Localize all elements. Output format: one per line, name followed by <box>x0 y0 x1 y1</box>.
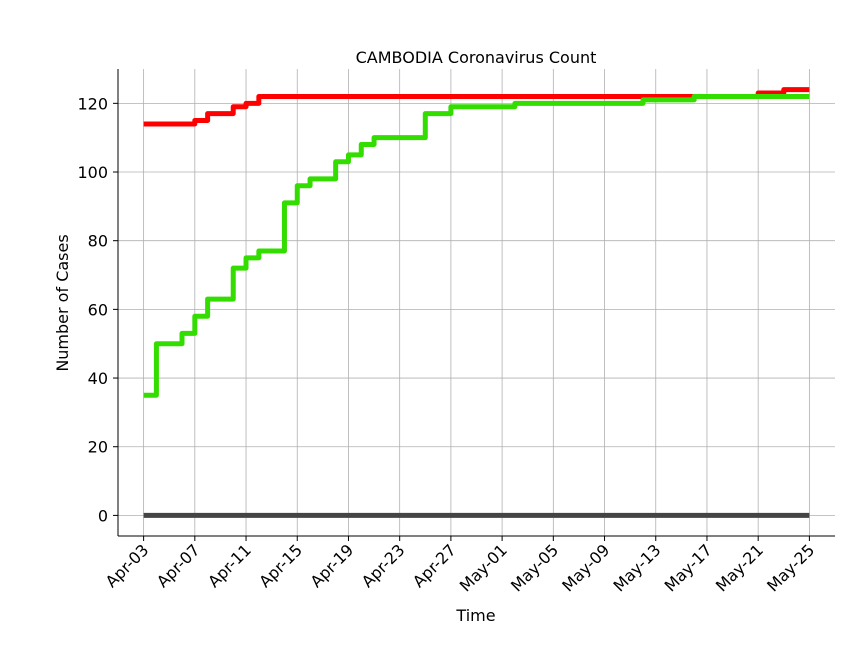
y-tick-label: 40 <box>88 369 108 388</box>
x-tick-label: May-13 <box>609 540 664 595</box>
x-tick-label: May-09 <box>558 540 613 595</box>
x-tick-label: Apr-11 <box>204 540 255 591</box>
x-tick-label: Apr-19 <box>307 540 358 591</box>
axes <box>117 69 835 537</box>
x-tick-label: May-05 <box>507 540 562 595</box>
x-tick-label: Apr-03 <box>102 540 153 591</box>
series-line-1 <box>143 93 810 398</box>
grid <box>118 69 835 536</box>
x-tick-label: Apr-07 <box>153 540 204 591</box>
x-axis-label: Time <box>455 606 495 625</box>
y-tick-label: 60 <box>88 300 108 319</box>
y-tick-label: 0 <box>98 506 108 525</box>
series-group <box>143 87 810 518</box>
y-tick-label: 20 <box>88 438 108 457</box>
chart-title: CAMBODIA Coronavirus Count <box>356 48 597 67</box>
x-tick-label: May-25 <box>763 540 818 595</box>
series-line-0 <box>143 87 810 127</box>
x-tick-label: May-17 <box>661 540 716 595</box>
y-tick-label: 120 <box>77 94 108 113</box>
x-tick-label: May-21 <box>712 540 767 595</box>
y-tick-label: 80 <box>88 232 108 251</box>
y-ticks: 0 20 40 60 80 100 120 <box>77 94 118 525</box>
x-tick-label: Apr-23 <box>358 540 409 591</box>
x-tick-label: Apr-15 <box>255 540 306 591</box>
y-tick-label: 100 <box>77 163 108 182</box>
x-ticks: Apr-03 Apr-07 Apr-11 Apr-15 Apr-19 Apr-23 Apr-… <box>102 536 818 596</box>
x-tick-label: Apr-27 <box>409 540 460 591</box>
x-tick-label: May-01 <box>456 540 511 595</box>
y-axis-label: Number of Cases <box>53 234 72 371</box>
